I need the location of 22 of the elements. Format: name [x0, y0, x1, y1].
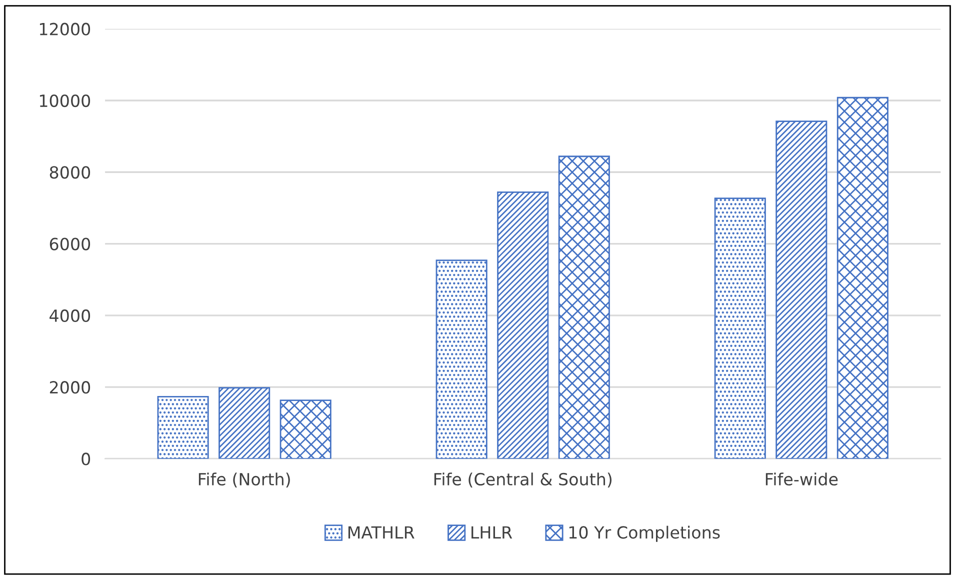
bar: [776, 120, 828, 459]
legend-label: MATHLR: [348, 526, 414, 538]
y-tick-label: 0: [82, 452, 90, 466]
bar: [836, 96, 888, 459]
x-tick-label: Fife (North): [198, 472, 290, 488]
bar: [218, 387, 270, 459]
y-tick-label: 10000: [40, 94, 90, 108]
legend-label: 10 Yr Completions: [569, 526, 720, 542]
bar: [280, 400, 332, 459]
bar: [436, 260, 488, 459]
y-tick-label: 8000: [50, 166, 90, 179]
bar: [157, 396, 209, 459]
bar: [714, 198, 766, 459]
x-tick-label: Fife (Central & South): [434, 472, 612, 488]
y-tick-label: 6000: [50, 238, 90, 250]
bar: [497, 192, 549, 459]
x-tick-label: Fife-wide: [766, 472, 838, 486]
y-tick-label: 4000: [50, 309, 90, 322]
y-tick-label: 12000: [40, 22, 90, 36]
legend-label: LHLR: [472, 526, 512, 538]
y-tick-label: 2000: [50, 381, 90, 394]
bar: [558, 156, 610, 459]
